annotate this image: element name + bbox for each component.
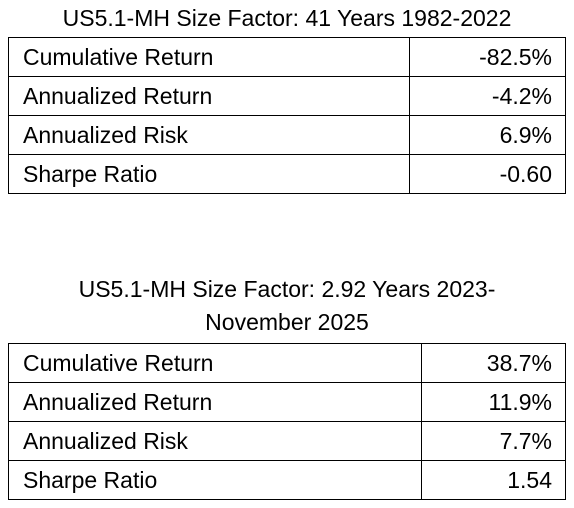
table-row: Annualized Return 11.9% [8,382,566,422]
metric-value: -82.5% [409,37,566,77]
table-row: Sharpe Ratio 1.54 [8,460,566,500]
stats-table: Cumulative Return 38.7% Annualized Return 1… [8,343,566,500]
metric-name: Annualized Risk [8,421,422,461]
metric-name: Annualized Risk [8,115,410,155]
metric-name: Sharpe Ratio [8,460,422,500]
metric-value: 7.7% [421,421,566,461]
table-row: Sharpe Ratio -0.60 [8,154,566,194]
metric-value: -0.60 [409,154,566,194]
metric-name: Annualized Return [8,76,410,116]
metric-value: -4.2% [409,76,566,116]
metric-name: Sharpe Ratio [8,154,410,194]
table-row: Annualized Risk 7.7% [8,421,566,461]
table-title: US5.1-MH Size Factor: 41 Years 1982-2022 [62,5,512,31]
stats-table: Cumulative Return -82.5% Annualized Return… [8,37,566,194]
metric-name: Cumulative Return [8,343,422,383]
metric-value: 38.7% [421,343,566,383]
metric-value: 1.54 [421,460,566,500]
table-title: US5.1-MH Size Factor: 2.92 Years 2023-No… [78,276,496,335]
table-row: Cumulative Return -82.5% [8,37,566,77]
metric-value: 6.9% [409,115,566,155]
table-row: Annualized Risk 6.9% [8,115,566,155]
metric-name: Annualized Return [8,382,422,422]
metric-value: 11.9% [421,382,566,422]
table-row: Annualized Return -4.2% [8,76,566,116]
table-row: Cumulative Return 38.7% [8,343,566,383]
metric-name: Cumulative Return [8,37,410,77]
